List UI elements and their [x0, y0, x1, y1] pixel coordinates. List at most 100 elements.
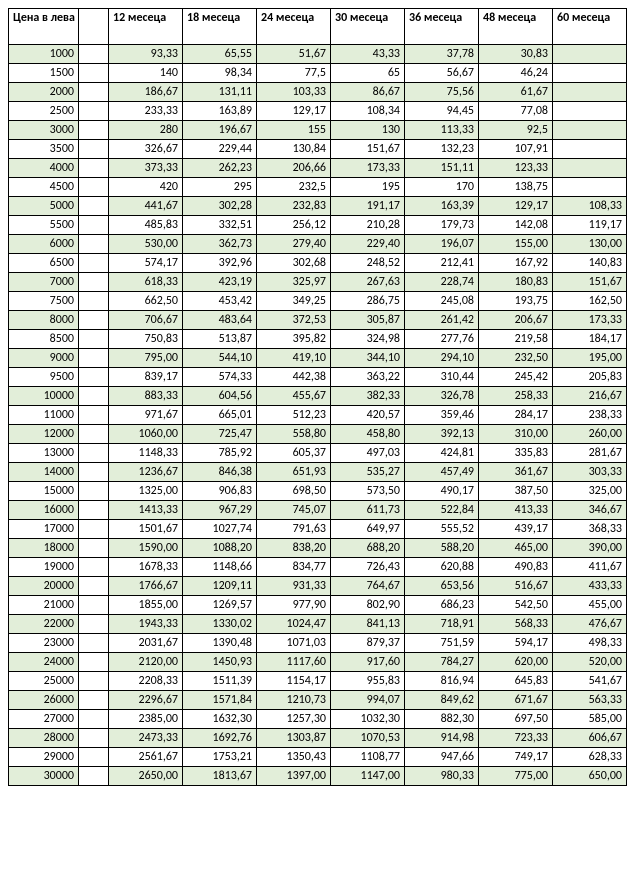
spacer-cell — [79, 615, 109, 634]
value-cell: 256,12 — [257, 216, 331, 235]
value-cell: 151,67 — [553, 273, 627, 292]
price-cell: 7000 — [9, 273, 79, 292]
value-cell: 229,40 — [331, 235, 405, 254]
table-row: 3500326,67229,44130,84151,67132,23107,91 — [9, 140, 627, 159]
value-cell: 573,50 — [331, 482, 405, 501]
value-cell: 310,44 — [405, 368, 479, 387]
table-row: 200001766,671209,11931,33764,67653,56516… — [9, 577, 627, 596]
value-cell: 971,67 — [109, 406, 183, 425]
value-cell: 262,23 — [183, 159, 257, 178]
value-cell: 179,73 — [405, 216, 479, 235]
spacer-cell — [79, 501, 109, 520]
value-cell: 196,67 — [183, 121, 257, 140]
value-cell: 490,17 — [405, 482, 479, 501]
value-cell: 286,75 — [331, 292, 405, 311]
value-cell: 791,63 — [257, 520, 331, 539]
table-row: 8000706,67483,64372,53305,87261,42206,67… — [9, 311, 627, 330]
value-cell: 1148,33 — [109, 444, 183, 463]
spacer-cell — [79, 368, 109, 387]
value-cell: 261,42 — [405, 311, 479, 330]
value-cell: 838,20 — [257, 539, 331, 558]
table-row: 100093,3365,5551,6743,3337,7830,83 — [9, 45, 627, 64]
table-row: 4500420295232,5195170138,75 — [9, 178, 627, 197]
value-cell: 697,50 — [479, 710, 553, 729]
value-cell: 483,64 — [183, 311, 257, 330]
value-cell: 465,00 — [479, 539, 553, 558]
price-cell: 10000 — [9, 387, 79, 406]
value-cell: 2473,33 — [109, 729, 183, 748]
value-cell: 1257,30 — [257, 710, 331, 729]
price-cell: 8000 — [9, 311, 79, 330]
value-cell: 574,33 — [183, 368, 257, 387]
value-cell: 335,83 — [479, 444, 553, 463]
price-cell: 24000 — [9, 653, 79, 672]
value-cell: 326,78 — [405, 387, 479, 406]
value-cell: 107,91 — [479, 140, 553, 159]
value-cell: 1413,33 — [109, 501, 183, 520]
value-cell: 346,67 — [553, 501, 627, 520]
value-cell: 498,33 — [553, 634, 627, 653]
value-cell: 245,42 — [479, 368, 553, 387]
value-cell: 1450,93 — [183, 653, 257, 672]
value-cell: 77,5 — [257, 64, 331, 83]
value-cell: 210,28 — [331, 216, 405, 235]
value-cell: 802,90 — [331, 596, 405, 615]
value-cell: 372,53 — [257, 311, 331, 330]
value-cell: 442,38 — [257, 368, 331, 387]
value-cell: 645,83 — [479, 672, 553, 691]
price-cell: 9000 — [9, 349, 79, 368]
value-cell: 686,23 — [405, 596, 479, 615]
value-cell: 193,75 — [479, 292, 553, 311]
spacer-cell — [79, 596, 109, 615]
price-cell: 9500 — [9, 368, 79, 387]
value-cell: 205,83 — [553, 368, 627, 387]
value-cell: 281,67 — [553, 444, 627, 463]
spacer-cell — [79, 748, 109, 767]
value-cell: 395,82 — [257, 330, 331, 349]
value-cell: 433,33 — [553, 577, 627, 596]
value-cell: 764,67 — [331, 577, 405, 596]
value-cell: 119,17 — [553, 216, 627, 235]
value-cell: 1070,53 — [331, 729, 405, 748]
value-cell: 419,10 — [257, 349, 331, 368]
price-cell: 2500 — [9, 102, 79, 121]
value-cell: 387,50 — [479, 482, 553, 501]
spacer-cell — [79, 653, 109, 672]
table-row: 220001943,331330,021024,47841,13718,9156… — [9, 615, 627, 634]
value-cell: 651,93 — [257, 463, 331, 482]
value-cell: 955,83 — [331, 672, 405, 691]
value-cell: 325,00 — [553, 482, 627, 501]
value-cell: 196,07 — [405, 235, 479, 254]
value-cell: 698,50 — [257, 482, 331, 501]
table-row: 150014098,3477,56556,6746,24 — [9, 64, 627, 83]
value-cell: 671,67 — [479, 691, 553, 710]
value-cell: 977,90 — [257, 596, 331, 615]
value-cell: 344,10 — [331, 349, 405, 368]
table-row: 11000971,67665,01512,23420,57359,46284,1… — [9, 406, 627, 425]
price-cell: 15000 — [9, 482, 79, 501]
value-cell: 750,83 — [109, 330, 183, 349]
value-cell: 882,30 — [405, 710, 479, 729]
value-cell: 994,07 — [331, 691, 405, 710]
value-cell: 65,55 — [183, 45, 257, 64]
value-cell: 1678,33 — [109, 558, 183, 577]
value-cell: 649,97 — [331, 520, 405, 539]
value-cell: 665,01 — [183, 406, 257, 425]
value-cell: 392,96 — [183, 254, 257, 273]
header-m36: 36 месеца — [405, 9, 479, 45]
value-cell: 1027,74 — [183, 520, 257, 539]
value-cell: 77,08 — [479, 102, 553, 121]
table-row: 5000441,67302,28232,83191,17163,39129,17… — [9, 197, 627, 216]
price-cell: 11000 — [9, 406, 79, 425]
value-cell: 180,83 — [479, 273, 553, 292]
value-cell: 280 — [109, 121, 183, 140]
value-cell: 43,33 — [331, 45, 405, 64]
value-cell: 605,37 — [257, 444, 331, 463]
value-cell: 277,76 — [405, 330, 479, 349]
price-cell: 29000 — [9, 748, 79, 767]
price-cell: 16000 — [9, 501, 79, 520]
value-cell: 947,66 — [405, 748, 479, 767]
value-cell: 123,33 — [479, 159, 553, 178]
value-cell: 2208,33 — [109, 672, 183, 691]
value-cell: 520,00 — [553, 653, 627, 672]
